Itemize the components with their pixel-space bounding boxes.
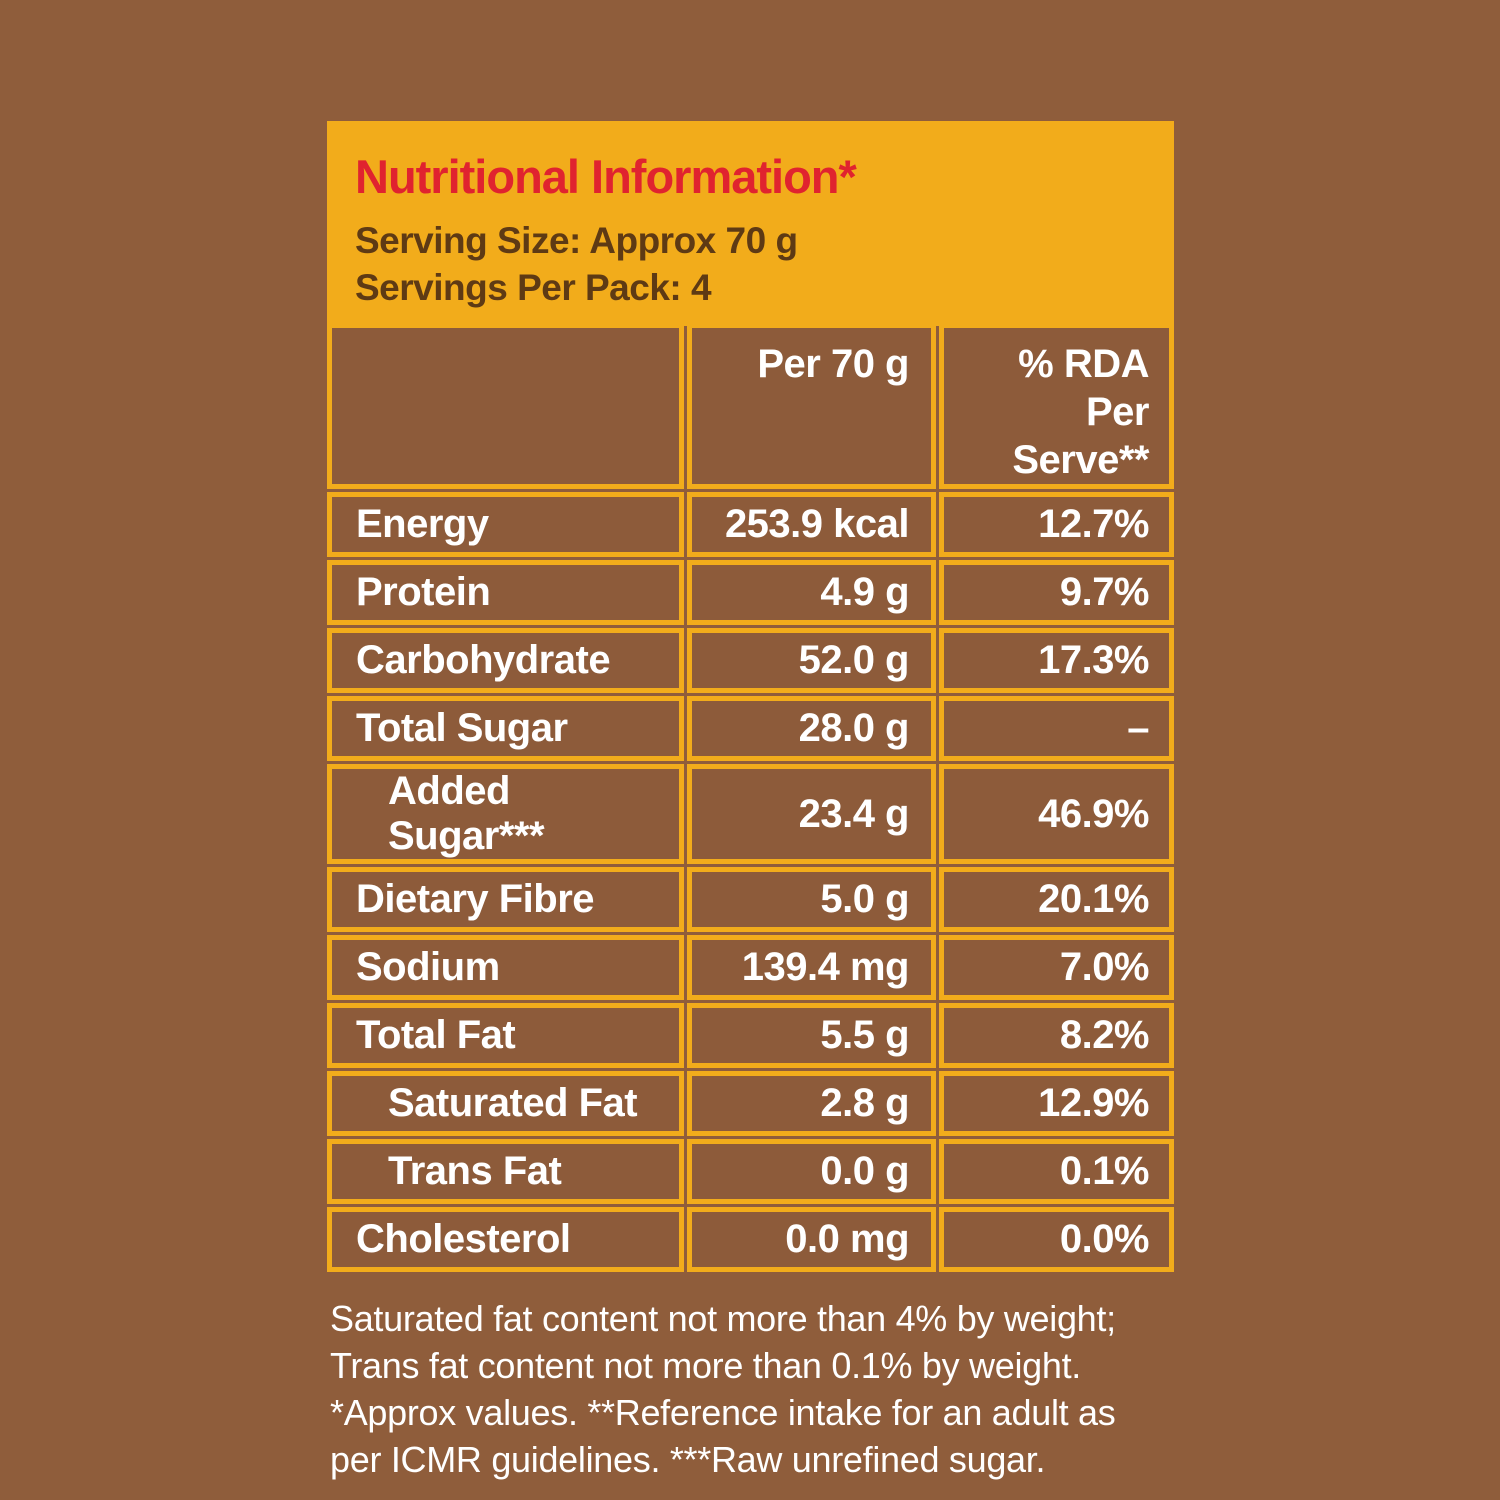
table-row-sodium: Sodium 139.4 mg 7.0%: [327, 935, 1174, 1000]
nutrient-label: Sodium: [327, 935, 684, 1000]
table-row-total-fat: Total Fat 5.5 g 8.2%: [327, 1003, 1174, 1068]
nutrient-rda: 12.9%: [939, 1071, 1174, 1136]
table-row-dietary-fibre: Dietary Fibre 5.0 g 20.1%: [327, 867, 1174, 932]
nutrient-rda: 8.2%: [939, 1003, 1174, 1068]
nutrient-value: 23.4 g: [687, 764, 936, 864]
footnote-text: Saturated fat content not more than 4% b…: [330, 1298, 1116, 1480]
table-corner-cell: [327, 323, 684, 489]
nutrient-rda: 7.0%: [939, 935, 1174, 1000]
table-row-energy: Energy 253.9 kcal 12.7%: [327, 492, 1174, 557]
nutrition-table: Per 70 g % RDA Per Serve** Energy 253.9 …: [324, 320, 1177, 1275]
nutrient-value: 253.9 kcal: [687, 492, 936, 557]
nutrient-value: 139.4 mg: [687, 935, 936, 1000]
nutrient-value: 2.8 g: [687, 1071, 936, 1136]
nutrient-value: 0.0 mg: [687, 1207, 936, 1272]
nutrient-label: Saturated Fat: [327, 1071, 684, 1136]
servings-per-pack-text: Servings Per Pack: 4: [355, 267, 712, 308]
nutrient-rda: 17.3%: [939, 628, 1174, 693]
nutrient-rda: –: [939, 696, 1174, 761]
label-title: Nutritional Information*: [355, 150, 857, 203]
nutrient-rda: 0.0%: [939, 1207, 1174, 1272]
serving-size-text: Serving Size: Approx 70 g: [355, 220, 798, 261]
nutrient-label: Trans Fat: [327, 1139, 684, 1204]
table-row-trans-fat: Trans Fat 0.0 g 0.1%: [327, 1139, 1174, 1204]
table-row-cholesterol: Cholesterol 0.0 mg 0.0%: [327, 1207, 1174, 1272]
column-header-rda: % RDA Per Serve**: [939, 323, 1174, 489]
nutrient-value: 5.5 g: [687, 1003, 936, 1068]
nutrient-label: Total Sugar: [327, 696, 684, 761]
nutrient-value: 0.0 g: [687, 1139, 936, 1204]
nutrient-label: Energy: [327, 492, 684, 557]
nutrient-value: 52.0 g: [687, 628, 936, 693]
nutrient-label: Carbohydrate: [327, 628, 684, 693]
nutrient-rda: 12.7%: [939, 492, 1174, 557]
table-row-saturated-fat: Saturated Fat 2.8 g 12.9%: [327, 1071, 1174, 1136]
column-header-per-serving: Per 70 g: [687, 323, 936, 489]
label-header: Nutritional Information* Serving Size: A…: [327, 121, 1174, 326]
nutrient-value: 4.9 g: [687, 560, 936, 625]
nutrient-rda: 46.9%: [939, 764, 1174, 864]
nutrition-label-panel: Nutritional Information* Serving Size: A…: [327, 121, 1174, 1483]
nutrient-label: Dietary Fibre: [327, 867, 684, 932]
nutrient-rda: 20.1%: [939, 867, 1174, 932]
nutrient-rda: 0.1%: [939, 1139, 1174, 1204]
nutrient-value: 5.0 g: [687, 867, 936, 932]
nutrient-label: Added Sugar***: [327, 764, 684, 864]
nutrient-label: Cholesterol: [327, 1207, 684, 1272]
nutrient-label: Protein: [327, 560, 684, 625]
nutrient-rda: 9.7%: [939, 560, 1174, 625]
table-header-row: Per 70 g % RDA Per Serve**: [327, 323, 1174, 489]
table-row-carbohydrate: Carbohydrate 52.0 g 17.3%: [327, 628, 1174, 693]
table-row-added-sugar: Added Sugar*** 23.4 g 46.9%: [327, 764, 1174, 864]
column-header-rda-line1: % RDA Per: [1018, 342, 1149, 434]
table-row-total-sugar: Total Sugar 28.0 g –: [327, 696, 1174, 761]
nutrient-label: Total Fat: [327, 1003, 684, 1068]
table-row-protein: Protein 4.9 g 9.7%: [327, 560, 1174, 625]
nutrient-value: 28.0 g: [687, 696, 936, 761]
column-header-rda-line2: Serve**: [1012, 438, 1149, 482]
